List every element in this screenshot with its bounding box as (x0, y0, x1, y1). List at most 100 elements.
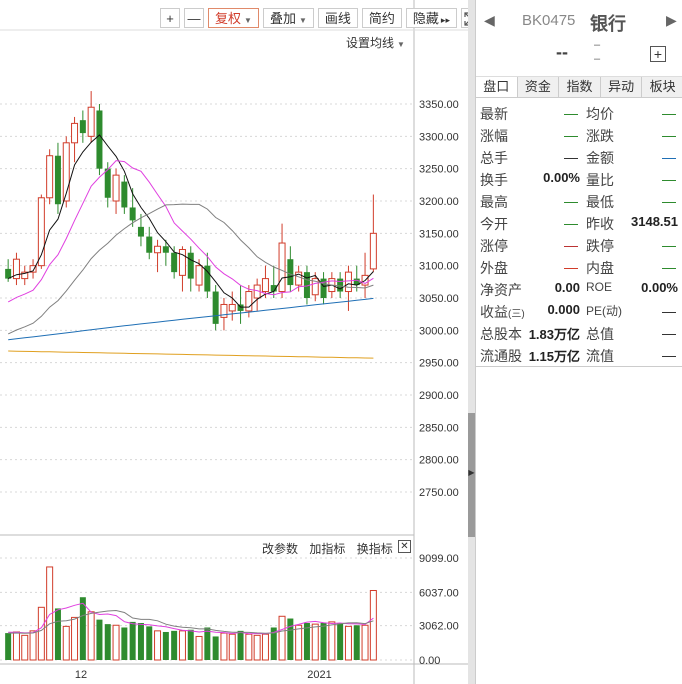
kline-chart[interactable]: 3350.00 3300.00 3250.00 3200.00 3150.00 3100.… (0, 0, 468, 684)
diejia-label: 叠加 (269, 11, 296, 26)
quote-label: 涨幅 (480, 128, 508, 144)
tab-zhishu[interactable]: 指数 (559, 77, 601, 97)
tab-pankou[interactable]: 盘口 (476, 77, 518, 97)
zoom-out-button[interactable]: — (184, 8, 204, 28)
quote-label: 均价 (586, 106, 614, 122)
huaxian-button[interactable]: 画线 (317, 8, 358, 28)
quote-row: 净资产 0.00 ROE 0.00% (480, 280, 680, 302)
panel-splitter[interactable] (468, 0, 475, 684)
volume-bar (37, 606, 45, 661)
candle-body (87, 106, 95, 137)
volume-bar (344, 625, 352, 661)
close-icon[interactable]: ✕ (398, 540, 411, 553)
quote-row: 换手 0.00% 量比 (480, 170, 680, 192)
candle-body (303, 272, 310, 298)
candle-body (220, 303, 228, 318)
tab-bankuai[interactable]: 板块 (642, 77, 682, 97)
chevron-down-icon: ▼ (298, 16, 307, 25)
price-tick-label: 3100.00 (419, 261, 459, 273)
candle-body (195, 265, 203, 286)
double-chevron-icon: ▸▸ (440, 15, 450, 25)
prev-icon[interactable]: ◀ (484, 12, 495, 28)
volume-bar (121, 627, 128, 660)
tab-zijin[interactable]: 资金 (517, 77, 560, 97)
quote-value: 0.00% (641, 280, 678, 295)
volume-tick-label: 0.00 (419, 655, 440, 667)
change-params-button[interactable]: 改参数 (262, 542, 299, 556)
date-tick-label: 12 (75, 669, 87, 681)
splitter-handle[interactable] (468, 413, 475, 537)
price-tick-label: 2900.00 (419, 390, 459, 402)
quote-row: 总手 金额 (480, 148, 680, 170)
volume-bar (12, 631, 20, 661)
chart-toolbar: + — 复权 ▼ 叠加 ▼ 画线 简约 隐藏 ▸▸ (160, 6, 485, 30)
jianyue-button[interactable]: 简约 (361, 8, 402, 28)
fuquan-button[interactable]: 复权 ▼ (208, 8, 259, 28)
quote-value: 0.00% (543, 170, 580, 185)
volume-bar (228, 633, 236, 661)
candle-body (104, 168, 111, 198)
quote-row: 最高 最低 (480, 192, 680, 214)
ma-setting-label: 设置均线 (346, 36, 395, 50)
candle-body (62, 142, 70, 202)
add-indicator-button[interactable]: 加指标 (309, 542, 346, 556)
candle-body (369, 232, 377, 270)
quote-label: 外盘 (480, 260, 508, 276)
candle-body (162, 246, 169, 253)
empty-value-dash (662, 114, 676, 115)
ma5-line (7, 134, 374, 308)
candle-body (178, 249, 186, 276)
quote-label: PE(动) (586, 304, 623, 318)
yincang-button[interactable]: 隐藏 ▸▸ (405, 8, 457, 28)
next-icon[interactable]: ▶ (666, 12, 677, 28)
change-amount: – (594, 39, 601, 51)
candle-body (37, 197, 45, 267)
tab-yidong[interactable]: 异动 (600, 77, 643, 97)
add-icon[interactable]: + (650, 46, 666, 62)
quote-label: 昨收 (586, 216, 614, 232)
volume-bar (87, 611, 95, 661)
kline-chart-area[interactable]: 3350.00 3300.00 3250.00 3200.00 3150.00 3100.… (0, 0, 481, 684)
volume-bar (253, 634, 261, 661)
quote-row: 外盘 内盘 (480, 258, 680, 280)
zoom-in-button[interactable]: + (160, 8, 180, 28)
volume-bar (137, 623, 144, 660)
candle-body (270, 285, 277, 292)
collapse-arrow-icon[interactable]: ▶ (468, 468, 475, 477)
candle-body (212, 291, 219, 324)
empty-value-dash (662, 356, 676, 357)
candle-body (187, 252, 194, 279)
quote-row: 总股本 1.83万亿 总值 (480, 324, 680, 346)
quote-row: 涨幅 涨跌 (480, 126, 680, 148)
volume-bar (270, 627, 277, 660)
candle-body (353, 278, 360, 286)
candle-body (204, 265, 211, 292)
empty-value-dash (564, 158, 578, 159)
empty-value-dash (564, 246, 578, 247)
candle-body (146, 236, 153, 253)
price-tick-label: 3300.00 (419, 131, 459, 143)
stock-header: ◀ BK0475 银行 ▶ (480, 10, 680, 34)
candle-body (71, 122, 79, 144)
ma10-line (7, 160, 374, 303)
diejia-button[interactable]: 叠加 ▼ (262, 8, 314, 28)
empty-value-dash (662, 136, 676, 137)
ma-setting-button[interactable]: 设置均线 ▼ (346, 34, 405, 51)
quote-row: 收益(三) 0.000 PE(动) (480, 302, 680, 324)
volume-bar (337, 623, 344, 660)
price-tick-label: 2850.00 (419, 422, 459, 434)
empty-value-dash (564, 114, 578, 115)
volume-bar (79, 597, 86, 660)
volume-bar (287, 618, 294, 660)
volume-bar (154, 630, 162, 661)
quote-panel: ◀ BK0475 银行 ▶ -- – – + 盘口 资金 指数 异动 板块 最新… (475, 0, 682, 684)
volume-ma10-line (8, 609, 374, 634)
switch-indicator-button[interactable]: 换指标 (356, 542, 393, 556)
quote-label: 今开 (480, 216, 508, 232)
volume-bar (112, 624, 120, 661)
candle-body (237, 304, 244, 311)
candle-body (29, 265, 37, 273)
empty-value-dash (564, 136, 578, 137)
price-tick-label: 3250.00 (419, 164, 459, 176)
quote-row: 流通股 1.15万亿 流值 (480, 346, 680, 368)
